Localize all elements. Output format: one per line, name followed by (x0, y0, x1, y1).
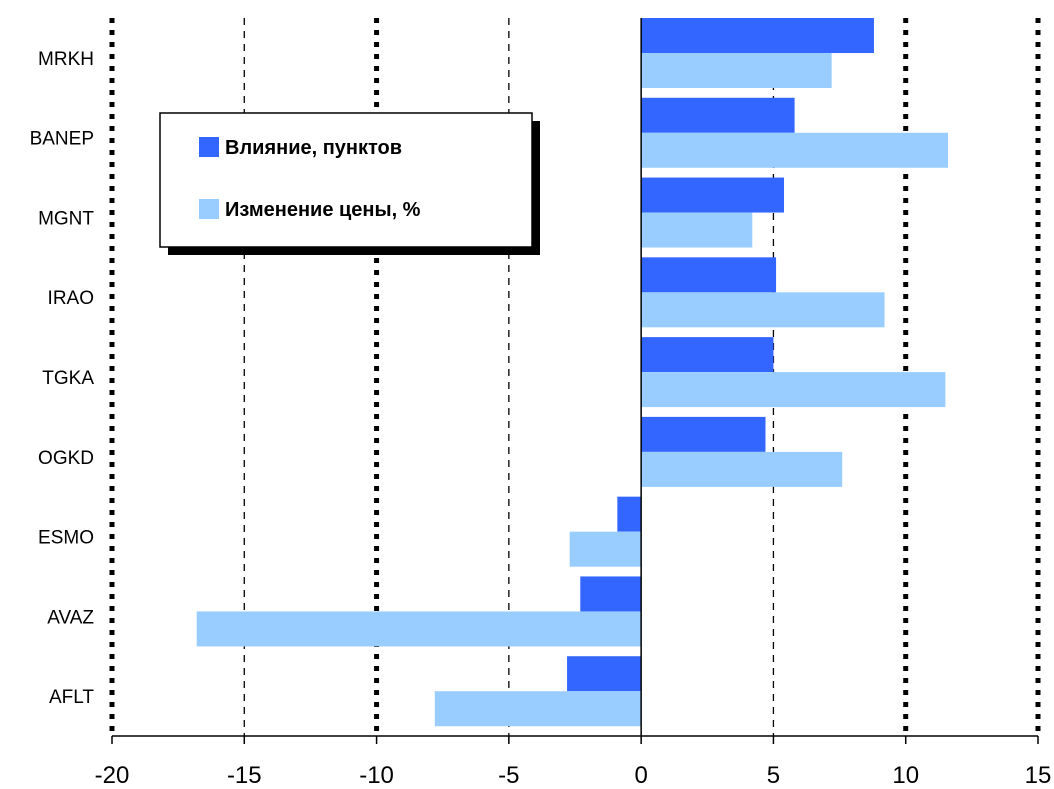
x-tick-label: 0 (634, 762, 647, 789)
category-label: MGNT (38, 208, 94, 229)
axes (111, 18, 1039, 744)
legend-box (159, 112, 533, 248)
bar-price-change (569, 531, 642, 567)
bar-price-change (641, 132, 949, 168)
x-tick-label: 5 (767, 762, 780, 789)
bar-influence (641, 18, 874, 53)
x-tick-label: 15 (1025, 762, 1052, 789)
bar-price-change (641, 372, 946, 408)
category-label: ESMO (38, 528, 94, 549)
category-label: AFLT (49, 687, 94, 708)
bar-influence (567, 656, 642, 692)
legend-label-price-change: Изменение цены, % (225, 199, 421, 221)
x-tick-label: 10 (892, 762, 919, 789)
bar-influence (641, 416, 766, 452)
legend-swatch-price-change (199, 199, 219, 219)
bar-price-change (196, 611, 642, 647)
tick-labels: -20 -15 -10 -5 0 5 10 15 (95, 762, 1052, 789)
category-label: OGKD (38, 448, 94, 469)
bar-price-change (434, 691, 642, 727)
legend-label-influence: Влияние, пунктов (225, 137, 402, 159)
x-tick-label: -10 (359, 762, 394, 789)
legend: Влияние, пунктов Изменение цены, % (159, 112, 540, 255)
legend-swatch-influence (199, 137, 219, 157)
bar-influence (641, 257, 777, 293)
bar-influence (641, 337, 774, 373)
x-tick-label: -5 (498, 762, 519, 789)
bar-influence (641, 97, 795, 133)
bar-influence (641, 177, 785, 213)
x-tick-label: -15 (227, 762, 262, 789)
category-label: TGKA (42, 368, 94, 389)
bar-price-change (641, 53, 832, 88)
category-label: AVAZ (47, 607, 94, 628)
category-label: MRKH (38, 49, 94, 70)
bar-price-change (641, 451, 843, 487)
category-labels: MRKH BANEP MGNT IRAO TGKA OGKD ESMO AVAZ AFLT (30, 49, 95, 708)
bar-influence (617, 496, 642, 532)
x-tick-label: -20 (95, 762, 130, 789)
bar-price-change (641, 212, 753, 248)
bar-price-change (641, 292, 885, 328)
bar-influence (580, 576, 642, 612)
category-label: BANEP (30, 129, 94, 150)
category-label: IRAO (48, 288, 94, 309)
bars (196, 18, 949, 727)
